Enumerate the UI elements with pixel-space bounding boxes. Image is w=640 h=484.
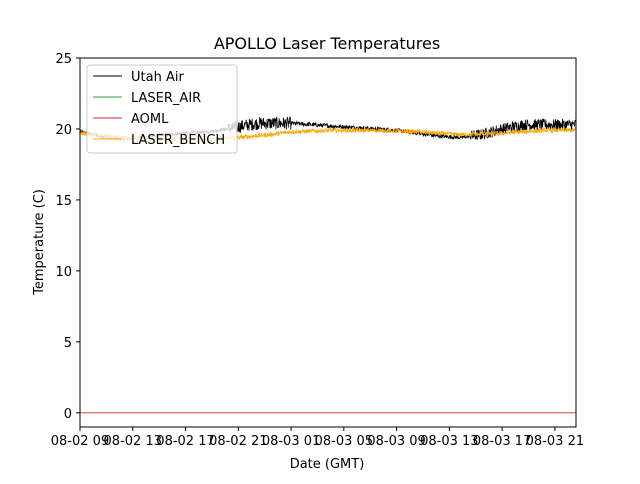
y-tick-label: 0 [64,407,72,422]
y-tick-label: 15 [55,194,72,209]
chart-title: APOLLO Laser Temperatures [214,34,440,53]
plot-frame [79,57,577,428]
y-tick-label: 20 [55,123,72,138]
x-tick-label: 08-03 01 [262,434,320,449]
x-tick-label: 08-03 13 [420,434,478,449]
x-tick-label: 08-02 09 [51,434,109,449]
x-tick-label: 08-03 21 [526,434,584,449]
x-tick-label: 08-03 09 [367,434,425,449]
legend-label-laser-air: LASER_AIR [131,91,201,106]
y-tick-label: 10 [55,265,72,280]
y-tick-label: 5 [64,336,72,351]
y-axis-label: Temperature (C) [32,189,47,296]
x-tick-label: 08-03 17 [473,434,531,449]
legend-box [86,64,238,154]
legend-label-aoml: AOML [131,112,169,127]
x-tick-label: 08-02 21 [209,434,267,449]
y-tick-label: 25 [55,52,72,67]
x-tick-label: 08-02 17 [156,434,214,449]
y-axis-ticks: 0 5 10 15 20 25 [55,52,80,422]
x-axis-label: Date (GMT) [290,457,365,472]
legend-label-utah-air: Utah Air [131,70,184,85]
series-layer [80,116,576,414]
legend-label-laser-bench: LASER_BENCH [131,133,225,148]
x-tick-label: 08-03 05 [315,434,373,449]
x-tick-label: 08-02 13 [104,434,162,449]
legend: Utah Air LASER_AIR AOML LASER_BENCH [86,64,238,154]
